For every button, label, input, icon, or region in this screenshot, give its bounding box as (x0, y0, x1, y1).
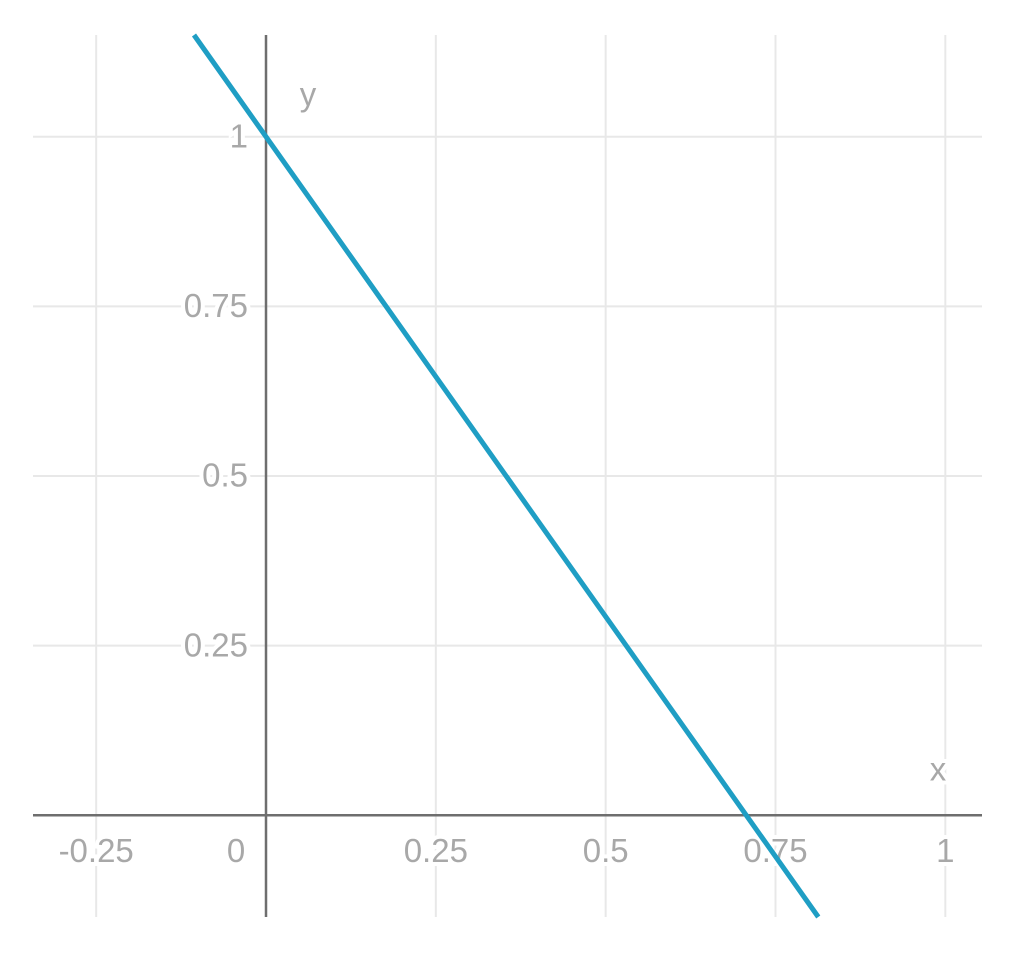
x-tick-label: 0.5 (583, 832, 629, 869)
x-tick-label: 0.75 (743, 832, 807, 869)
grid (33, 35, 982, 917)
x-tick-label: 1 (936, 832, 954, 869)
x-tick-label: 0 (227, 832, 245, 869)
x-tick-label: -0.25 (59, 832, 134, 869)
y-tick-label: 0.75 (184, 287, 248, 324)
line (191, 33, 821, 919)
y-axis-label: y (300, 76, 317, 113)
x-tick-label: 0.25 (404, 832, 468, 869)
y-tick-label: 0.5 (202, 457, 248, 494)
x-axis-label: x (930, 751, 947, 788)
y-tick-label: 0.25 (184, 626, 248, 663)
y-tick-label: 1 (230, 117, 248, 154)
